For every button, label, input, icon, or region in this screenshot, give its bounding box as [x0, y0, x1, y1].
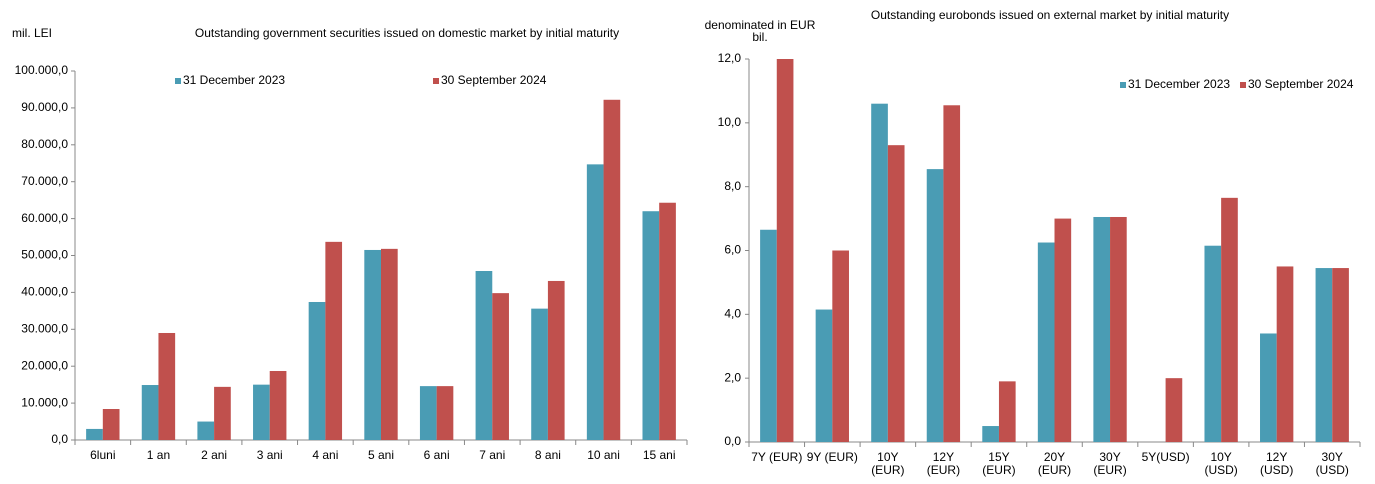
- bar: [1093, 216, 1111, 442]
- bar: [141, 385, 159, 440]
- bar: [659, 202, 676, 440]
- x-tick-label: 30Y (EUR): [1093, 450, 1126, 477]
- legend-swatch: [433, 78, 439, 84]
- x-tick-label: 10Y (USD): [1204, 450, 1237, 477]
- x-tick-label: 6luni: [90, 448, 115, 462]
- bar: [158, 332, 176, 440]
- x-tick-label: 12Y (EUR): [927, 450, 960, 477]
- x-tick-label: 10Y (EUR): [871, 450, 904, 477]
- bar: [760, 229, 777, 442]
- bar: [269, 370, 287, 440]
- bar: [1110, 216, 1127, 442]
- chart-title: Outstanding government securities issued…: [195, 26, 619, 40]
- bar: [1054, 218, 1072, 442]
- bar: [1165, 378, 1183, 442]
- x-tick-label: 7 ani: [479, 448, 505, 462]
- bar: [1315, 268, 1333, 442]
- x-tick-label: 5 ani: [368, 448, 394, 462]
- y-tick-label: 30.000,0: [21, 321, 68, 335]
- y-tick-label: 10,0: [718, 115, 742, 129]
- x-tick-label: 3 ani: [257, 448, 283, 462]
- y-tick-label: 8,0: [724, 179, 741, 193]
- bar: [943, 105, 961, 442]
- bar: [1221, 197, 1238, 442]
- bar: [776, 59, 794, 442]
- bar: [381, 248, 398, 440]
- bar: [419, 386, 437, 440]
- y-tick-label: 2,0: [724, 370, 741, 384]
- legend-label: 30 September 2024: [441, 73, 547, 87]
- legend-swatch: [175, 78, 181, 84]
- bar: [547, 280, 565, 440]
- legend-swatch: [1120, 82, 1126, 88]
- chart-title: Outstanding eurobonds issued on external…: [871, 8, 1229, 22]
- bar: [253, 384, 270, 440]
- legend-swatch: [1240, 82, 1246, 88]
- y-tick-label: 80.000,0: [21, 137, 68, 151]
- bar: [102, 409, 120, 440]
- bar: [998, 381, 1016, 442]
- x-tick-label: 1 an: [147, 448, 170, 462]
- y-tick-label: 0,0: [51, 432, 68, 446]
- bar: [603, 99, 621, 441]
- bar: [1332, 268, 1349, 442]
- x-tick-label: 12Y (USD): [1260, 450, 1293, 477]
- bar: [815, 309, 833, 442]
- x-tick-label: 20Y (EUR): [1038, 450, 1071, 477]
- bar: [531, 308, 548, 440]
- y-tick-label: 10.000,0: [21, 395, 68, 409]
- x-tick-label: 30Y (USD): [1316, 450, 1349, 477]
- y-tick-label: 70.000,0: [21, 174, 68, 188]
- y-tick-label: 100.000,0: [15, 63, 69, 77]
- bar: [325, 241, 343, 440]
- x-tick-label: 15Y (EUR): [982, 450, 1015, 477]
- x-tick-label: 7Y (EUR): [751, 450, 802, 464]
- y-tick-label: 20.000,0: [21, 358, 68, 372]
- x-tick-label: 15 ani: [643, 448, 676, 462]
- bar: [197, 421, 215, 440]
- bar: [364, 249, 381, 440]
- bar: [1204, 245, 1222, 442]
- bar: [308, 301, 326, 440]
- y-tick-label: 12,0: [718, 51, 742, 65]
- x-tick-label: 10 ani: [587, 448, 620, 462]
- bar: [475, 270, 493, 440]
- legend-label: 31 December 2023: [1128, 77, 1230, 91]
- bar: [1037, 242, 1055, 442]
- bar: [871, 103, 888, 442]
- y-tick-label: 50.000,0: [21, 248, 68, 262]
- legend-label: 30 September 2024: [1248, 77, 1354, 91]
- x-tick-label: 2 ani: [201, 448, 227, 462]
- y-tick-label: 90.000,0: [21, 100, 68, 114]
- y-tick-label: 6,0: [724, 243, 741, 257]
- bar: [887, 145, 905, 443]
- x-tick-label: 8 ani: [535, 448, 561, 462]
- x-tick-label: 6 ani: [424, 448, 450, 462]
- bar: [586, 164, 604, 440]
- bar: [214, 386, 231, 440]
- bar: [982, 426, 999, 442]
- y-tick-label: 40.000,0: [21, 285, 68, 299]
- bar: [1276, 266, 1294, 442]
- y-axis-label: denominated in EUR bil.: [705, 18, 816, 44]
- bar: [926, 169, 944, 443]
- bar: [1260, 333, 1277, 442]
- bar: [642, 211, 660, 440]
- legend-label: 31 December 2023: [183, 73, 285, 87]
- y-axis-label: mil. LEI: [12, 26, 52, 40]
- y-tick-label: 4,0: [724, 307, 741, 321]
- y-tick-label: 60.000,0: [21, 211, 68, 225]
- bar: [492, 293, 509, 440]
- y-tick-label: 0,0: [724, 434, 741, 448]
- x-tick-label: 4 ani: [312, 448, 338, 462]
- x-tick-label: 5Y(USD): [1142, 450, 1190, 464]
- bar: [436, 386, 454, 440]
- x-tick-label: 9Y (EUR): [807, 450, 858, 464]
- bar: [832, 250, 849, 442]
- bar: [86, 428, 103, 440]
